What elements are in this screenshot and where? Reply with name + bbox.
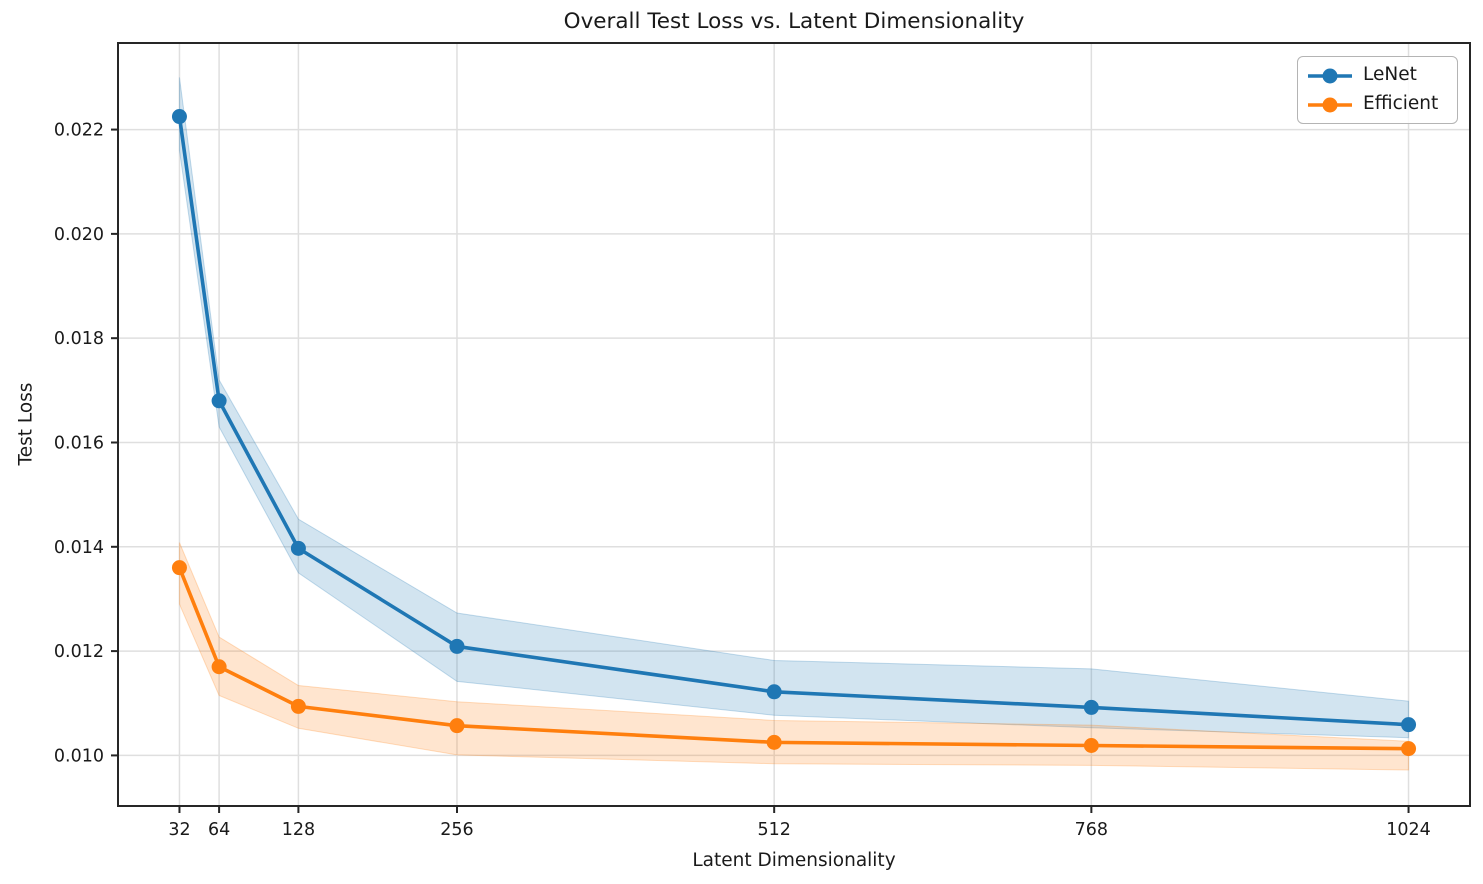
y-tick-label: 0.022 bbox=[54, 121, 104, 141]
data-point-efficient-512 bbox=[766, 734, 782, 750]
data-point-efficient-1024 bbox=[1401, 741, 1417, 757]
y-tick-label: 0.016 bbox=[54, 433, 104, 453]
axes-spines bbox=[117, 42, 1471, 807]
x-tick-label: 512 bbox=[757, 820, 790, 840]
data-point-lenet-256 bbox=[449, 638, 465, 654]
confidence-band-lenet bbox=[178, 77, 1410, 739]
data-point-efficient-64 bbox=[211, 659, 227, 675]
x-tick-label: 128 bbox=[282, 820, 315, 840]
legend-item-efficient: Efficient bbox=[1307, 91, 1447, 118]
x-tick-label: 32 bbox=[168, 820, 190, 840]
y-tick-label: 0.018 bbox=[54, 329, 104, 349]
x-tick-label: 1024 bbox=[1386, 820, 1431, 840]
data-point-lenet-128 bbox=[290, 540, 306, 556]
y-tick-label: 0.012 bbox=[54, 642, 104, 662]
legend-label-efficient: Efficient bbox=[1363, 93, 1439, 115]
x-axis-label: Latent Dimensionality bbox=[692, 850, 896, 871]
y-tick-label: 0.020 bbox=[54, 225, 104, 245]
data-point-efficient-128 bbox=[290, 698, 306, 714]
legend: LeNet Efficient bbox=[1297, 56, 1458, 124]
data-point-lenet-64 bbox=[211, 393, 227, 409]
y-tick-label: 0.010 bbox=[54, 746, 104, 766]
legend-sample-efficient bbox=[1308, 97, 1352, 112]
confidence-band-efficient bbox=[178, 542, 1410, 771]
data-point-lenet-512 bbox=[766, 684, 782, 700]
legend-label-lenet: LeNet bbox=[1363, 64, 1417, 86]
data-point-efficient-256 bbox=[449, 718, 465, 734]
data-point-lenet-32 bbox=[171, 109, 187, 125]
series-line-lenet bbox=[177, 114, 1411, 727]
data-point-efficient-768 bbox=[1083, 738, 1099, 754]
chart-title: Overall Test Loss vs. Latent Dimensional… bbox=[563, 9, 1025, 34]
data-point-efficient-32 bbox=[171, 560, 187, 576]
data-point-lenet-768 bbox=[1083, 699, 1099, 715]
x-tick-label: 64 bbox=[208, 820, 230, 840]
x-tick-label: 256 bbox=[440, 820, 473, 840]
x-tick-label: 768 bbox=[1075, 820, 1108, 840]
y-tick-label: 0.014 bbox=[54, 538, 104, 558]
data-point-lenet-1024 bbox=[1401, 717, 1417, 733]
legend-sample-lenet bbox=[1308, 68, 1352, 83]
legend-item-lenet: LeNet bbox=[1307, 62, 1447, 89]
